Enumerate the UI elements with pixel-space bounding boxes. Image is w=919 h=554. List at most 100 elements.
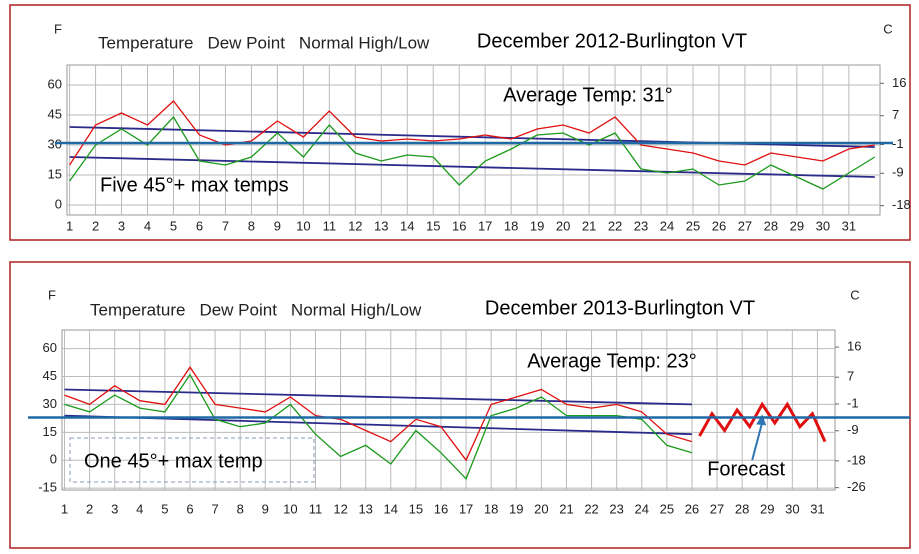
y2-tick-label: 7 bbox=[847, 369, 854, 384]
normal-low-line bbox=[69, 156, 875, 178]
x-tick-label: 6 bbox=[186, 501, 193, 516]
note: Five 45°+ max temps bbox=[100, 174, 289, 196]
chart-title: December 2012-Burlington VT bbox=[477, 30, 747, 52]
series-line bbox=[69, 115, 876, 190]
x-tick-label: 25 bbox=[686, 218, 700, 233]
x-tick-label: 13 bbox=[374, 218, 388, 233]
x-tick-label: 7 bbox=[222, 218, 229, 233]
average-label: Average Temp: 23° bbox=[527, 350, 697, 372]
x-tick-label: 8 bbox=[248, 218, 255, 233]
x-tick-label: 10 bbox=[296, 218, 310, 233]
x-tick-label: 4 bbox=[144, 218, 151, 233]
x-tick-label: 22 bbox=[608, 218, 622, 233]
y2-tick-label: -18 bbox=[847, 452, 866, 467]
x-tick-label: 25 bbox=[660, 501, 674, 516]
x-tick-label: 30 bbox=[785, 501, 799, 516]
x-tick-label: 21 bbox=[582, 218, 596, 233]
x-tick-label: 14 bbox=[384, 501, 398, 516]
series-line bbox=[64, 366, 693, 462]
x-tick-label: 12 bbox=[333, 501, 347, 516]
x-tick-label: 12 bbox=[348, 218, 362, 233]
y2-tick-label: -9 bbox=[847, 422, 859, 437]
x-tick-label: 6 bbox=[196, 218, 203, 233]
x-tick-label: 24 bbox=[660, 218, 674, 233]
x-tick-label: 18 bbox=[484, 501, 498, 516]
y2-tick-label: 7 bbox=[892, 107, 899, 122]
x-tick-label: 27 bbox=[710, 501, 724, 516]
y-axis-label: F bbox=[48, 287, 56, 302]
y2-axis-label: C bbox=[883, 21, 892, 36]
x-tick-label: 17 bbox=[478, 218, 492, 233]
x-tick-label: 9 bbox=[262, 501, 269, 516]
x-tick-label: 16 bbox=[434, 501, 448, 516]
x-tick-label: 28 bbox=[735, 501, 749, 516]
forecast-label: Forecast bbox=[707, 458, 785, 480]
x-tick-label: 26 bbox=[712, 218, 726, 233]
note: One 45°+ max temp bbox=[84, 450, 263, 472]
x-tick-label: 20 bbox=[556, 218, 570, 233]
x-tick-label: 17 bbox=[459, 501, 473, 516]
x-tick-label: 11 bbox=[309, 501, 323, 516]
x-tick-label: 22 bbox=[584, 501, 598, 516]
plot-area bbox=[61, 329, 836, 491]
x-tick-label: 15 bbox=[409, 501, 423, 516]
legend-entry: Dew Point bbox=[199, 300, 277, 319]
average-label: Average Temp: 31° bbox=[503, 84, 673, 106]
y-tick-label: 45 bbox=[48, 106, 62, 121]
x-tick-label: 16 bbox=[452, 218, 466, 233]
legend-entry: Normal High/Low bbox=[299, 33, 430, 52]
x-tick-label: 21 bbox=[559, 501, 573, 516]
x-tick-label: 1 bbox=[66, 218, 73, 233]
selection-box bbox=[69, 437, 315, 483]
normal-low-line bbox=[64, 414, 692, 436]
y-tick-label: 30 bbox=[48, 136, 62, 151]
y2-tick-label: 16 bbox=[892, 75, 906, 90]
chart-title: December 2013-Burlington VT bbox=[485, 297, 755, 319]
forecast-arrow bbox=[751, 422, 764, 461]
legend-entry: Dew Point bbox=[207, 33, 285, 52]
x-tick-label: 14 bbox=[400, 218, 414, 233]
legend-entry: Temperature bbox=[90, 300, 185, 319]
x-tick-label: 11 bbox=[323, 218, 337, 233]
x-tick-label: 24 bbox=[635, 501, 649, 516]
forecast-arrowhead bbox=[756, 414, 767, 426]
x-tick-label: 2 bbox=[86, 501, 93, 516]
y2-tick-label: -9 bbox=[892, 165, 904, 180]
y2-tick-label: -1 bbox=[847, 395, 859, 410]
y2-tick-label: -1 bbox=[892, 136, 904, 151]
legend-entry: Temperature bbox=[98, 33, 193, 52]
x-tick-label: 20 bbox=[534, 501, 548, 516]
x-tick-label: 3 bbox=[118, 218, 125, 233]
y-tick-label: 60 bbox=[48, 76, 62, 91]
legend-entry: Normal High/Low bbox=[291, 300, 422, 319]
x-tick-label: 7 bbox=[211, 501, 218, 516]
series-line bbox=[69, 100, 875, 166]
y2-axis-label: C bbox=[850, 287, 859, 302]
x-tick-label: 27 bbox=[738, 218, 752, 233]
x-tick-label: 9 bbox=[274, 218, 281, 233]
y2-tick-label: -26 bbox=[847, 479, 866, 494]
x-tick-label: 28 bbox=[764, 218, 778, 233]
x-tick-label: 13 bbox=[358, 501, 372, 516]
y-axis-label: F bbox=[54, 21, 62, 36]
x-tick-label: 26 bbox=[685, 501, 699, 516]
y2-tick-label: -18 bbox=[892, 197, 911, 212]
x-tick-label: 30 bbox=[816, 218, 830, 233]
y-tick-label: -15 bbox=[38, 480, 57, 495]
forecast-line bbox=[698, 401, 827, 443]
x-tick-label: 23 bbox=[609, 501, 623, 516]
x-tick-label: 10 bbox=[283, 501, 297, 516]
x-tick-label: 2 bbox=[92, 218, 99, 233]
x-tick-label: 15 bbox=[426, 218, 440, 233]
y-tick-label: 0 bbox=[55, 196, 62, 211]
x-tick-label: 4 bbox=[136, 501, 143, 516]
normal-high-line bbox=[64, 388, 692, 406]
x-tick-label: 18 bbox=[504, 218, 518, 233]
x-tick-label: 19 bbox=[530, 218, 544, 233]
series-line bbox=[64, 373, 693, 480]
x-tick-label: 29 bbox=[790, 218, 804, 233]
y-tick-label: 15 bbox=[48, 166, 62, 181]
x-tick-label: 5 bbox=[170, 218, 177, 233]
x-tick-label: 8 bbox=[237, 501, 244, 516]
